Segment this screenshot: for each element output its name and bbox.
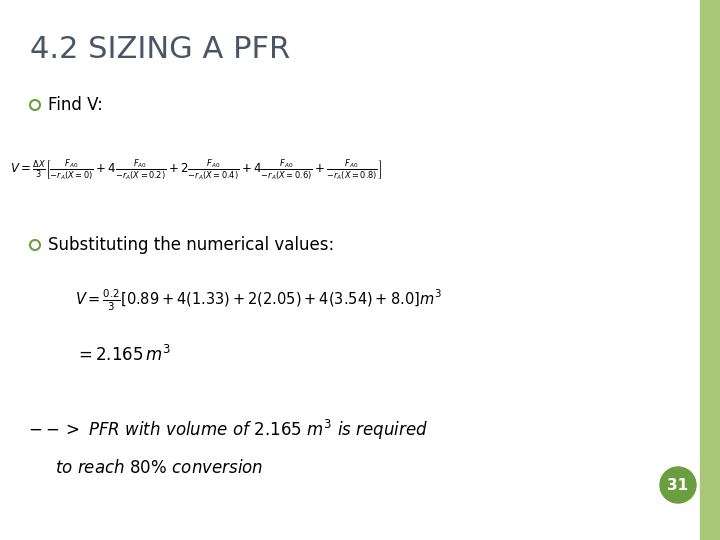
Text: $V = \frac{0.2}{3}\left[0.89+4(1.33)+2(2.05)+4(3.54)+8.0\right]m^3$: $V = \frac{0.2}{3}\left[0.89+4(1.33)+2(2…: [75, 287, 441, 313]
Text: 4.2 SIZING A PFR: 4.2 SIZING A PFR: [30, 35, 290, 64]
Text: Find V:: Find V:: [48, 96, 103, 114]
Text: 31: 31: [667, 477, 688, 492]
Text: $V = \frac{\Delta X}{3}\left[\frac{F_{A0}}{-r_{A}(X=0)}+4\frac{F_{A0}}{-r_{A}(X=: $V = \frac{\Delta X}{3}\left[\frac{F_{A0…: [10, 157, 382, 183]
Circle shape: [660, 467, 696, 503]
Text: $= 2.165\,m^3$: $= 2.165\,m^3$: [75, 345, 171, 365]
Bar: [700, 0, 720, 540]
Text: $\mathit{--> \ PFR\ with\ volume\ of\ 2.165\ m^3\ is\ required}$: $\mathit{--> \ PFR\ with\ volume\ of\ 2.…: [28, 418, 428, 442]
Text: $\mathit{to\ reach\ 80\%\ conversion}$: $\mathit{to\ reach\ 80\%\ conversion}$: [55, 459, 264, 477]
Text: Substituting the numerical values:: Substituting the numerical values:: [48, 236, 334, 254]
